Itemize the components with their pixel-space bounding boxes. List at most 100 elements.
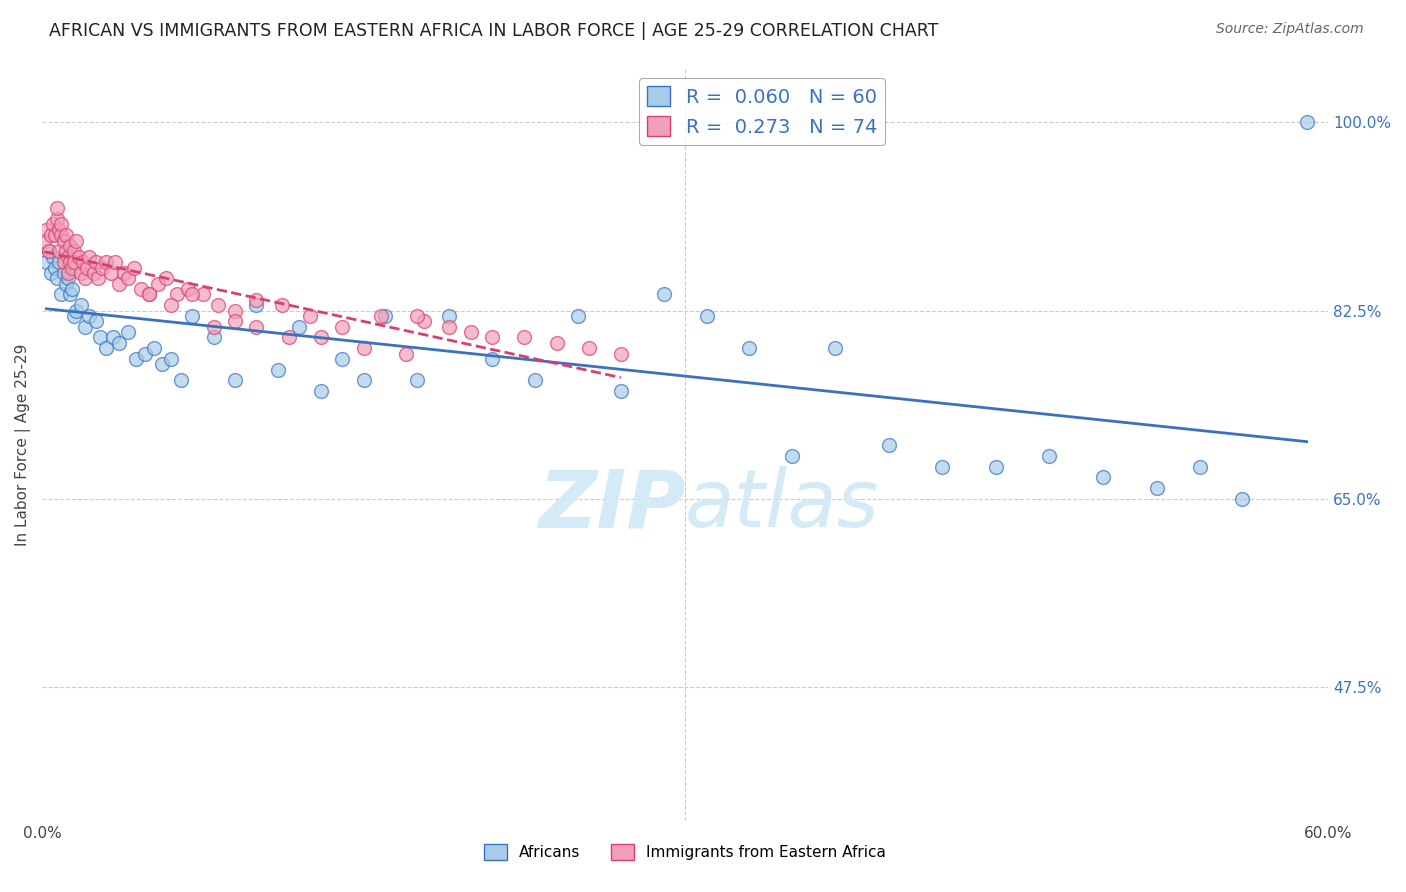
Point bbox=[60, 282, 83, 296]
Point bbox=[77, 309, 100, 323]
Point bbox=[59, 239, 82, 253]
Text: ZIP: ZIP bbox=[537, 467, 685, 544]
Point bbox=[439, 319, 461, 334]
Point bbox=[63, 244, 86, 259]
Point bbox=[91, 260, 114, 275]
Point bbox=[125, 351, 148, 366]
Point bbox=[267, 362, 290, 376]
Point bbox=[202, 330, 225, 344]
Point bbox=[610, 346, 633, 360]
Point bbox=[481, 351, 503, 366]
Point bbox=[245, 319, 267, 334]
Point bbox=[48, 244, 70, 259]
Point bbox=[104, 255, 127, 269]
Point bbox=[124, 260, 146, 275]
Point bbox=[77, 250, 100, 264]
Point bbox=[84, 314, 107, 328]
Point bbox=[51, 287, 73, 301]
Point bbox=[1188, 459, 1211, 474]
Point bbox=[146, 277, 169, 291]
Point bbox=[610, 384, 633, 399]
Point bbox=[35, 223, 58, 237]
Point bbox=[72, 255, 94, 269]
Point bbox=[309, 330, 332, 344]
Point bbox=[439, 309, 461, 323]
Point bbox=[406, 374, 429, 388]
Point bbox=[39, 228, 62, 243]
Point bbox=[181, 287, 204, 301]
Point bbox=[1038, 449, 1060, 463]
Point bbox=[370, 309, 392, 323]
Point bbox=[46, 271, 69, 285]
Point bbox=[129, 282, 152, 296]
Point bbox=[46, 202, 69, 216]
Y-axis label: In Labor Force | Age 25-29: In Labor Force | Age 25-29 bbox=[15, 343, 31, 546]
Text: atlas: atlas bbox=[685, 467, 880, 544]
Point bbox=[1146, 481, 1168, 495]
Point bbox=[87, 271, 110, 285]
Point bbox=[96, 341, 118, 355]
Point bbox=[69, 298, 91, 312]
Point bbox=[460, 325, 482, 339]
Point bbox=[374, 309, 396, 323]
Text: Source: ZipAtlas.com: Source: ZipAtlas.com bbox=[1216, 22, 1364, 37]
Point bbox=[59, 287, 82, 301]
Point bbox=[395, 346, 418, 360]
Point bbox=[353, 374, 375, 388]
Point bbox=[42, 250, 65, 264]
Point bbox=[353, 341, 375, 355]
Point bbox=[224, 374, 246, 388]
Point bbox=[412, 314, 434, 328]
Point bbox=[89, 330, 111, 344]
Point bbox=[181, 309, 204, 323]
Point bbox=[60, 260, 83, 275]
Point bbox=[38, 244, 60, 259]
Point bbox=[277, 330, 299, 344]
Point bbox=[150, 357, 173, 371]
Point bbox=[207, 298, 229, 312]
Point bbox=[481, 330, 503, 344]
Point bbox=[117, 325, 139, 339]
Point bbox=[138, 287, 160, 301]
Point bbox=[245, 298, 267, 312]
Point bbox=[56, 250, 79, 264]
Point bbox=[824, 341, 846, 355]
Point bbox=[271, 298, 294, 312]
Point bbox=[984, 459, 1007, 474]
Point bbox=[224, 303, 246, 318]
Point bbox=[46, 212, 69, 227]
Point bbox=[288, 319, 311, 334]
Point bbox=[52, 234, 75, 248]
Point bbox=[245, 293, 267, 307]
Point bbox=[159, 351, 181, 366]
Point bbox=[51, 228, 73, 243]
Point bbox=[32, 234, 55, 248]
Point bbox=[108, 277, 131, 291]
Point bbox=[1295, 115, 1317, 129]
Point bbox=[170, 374, 193, 388]
Point bbox=[877, 438, 900, 452]
Point bbox=[63, 309, 86, 323]
Point bbox=[63, 255, 86, 269]
Point bbox=[83, 266, 105, 280]
Point bbox=[96, 255, 118, 269]
Point bbox=[134, 346, 156, 360]
Point bbox=[56, 271, 79, 285]
Point bbox=[73, 271, 96, 285]
Point bbox=[1232, 491, 1254, 506]
Point bbox=[44, 260, 66, 275]
Point bbox=[48, 255, 70, 269]
Point bbox=[56, 266, 79, 280]
Point bbox=[309, 384, 332, 399]
Point bbox=[330, 319, 353, 334]
Point bbox=[52, 255, 75, 269]
Point bbox=[101, 330, 124, 344]
Point bbox=[155, 271, 177, 285]
Point bbox=[567, 309, 589, 323]
Point bbox=[100, 266, 122, 280]
Point bbox=[48, 223, 70, 237]
Point bbox=[696, 309, 718, 323]
Point bbox=[652, 287, 675, 301]
Point bbox=[142, 341, 165, 355]
Point bbox=[38, 244, 60, 259]
